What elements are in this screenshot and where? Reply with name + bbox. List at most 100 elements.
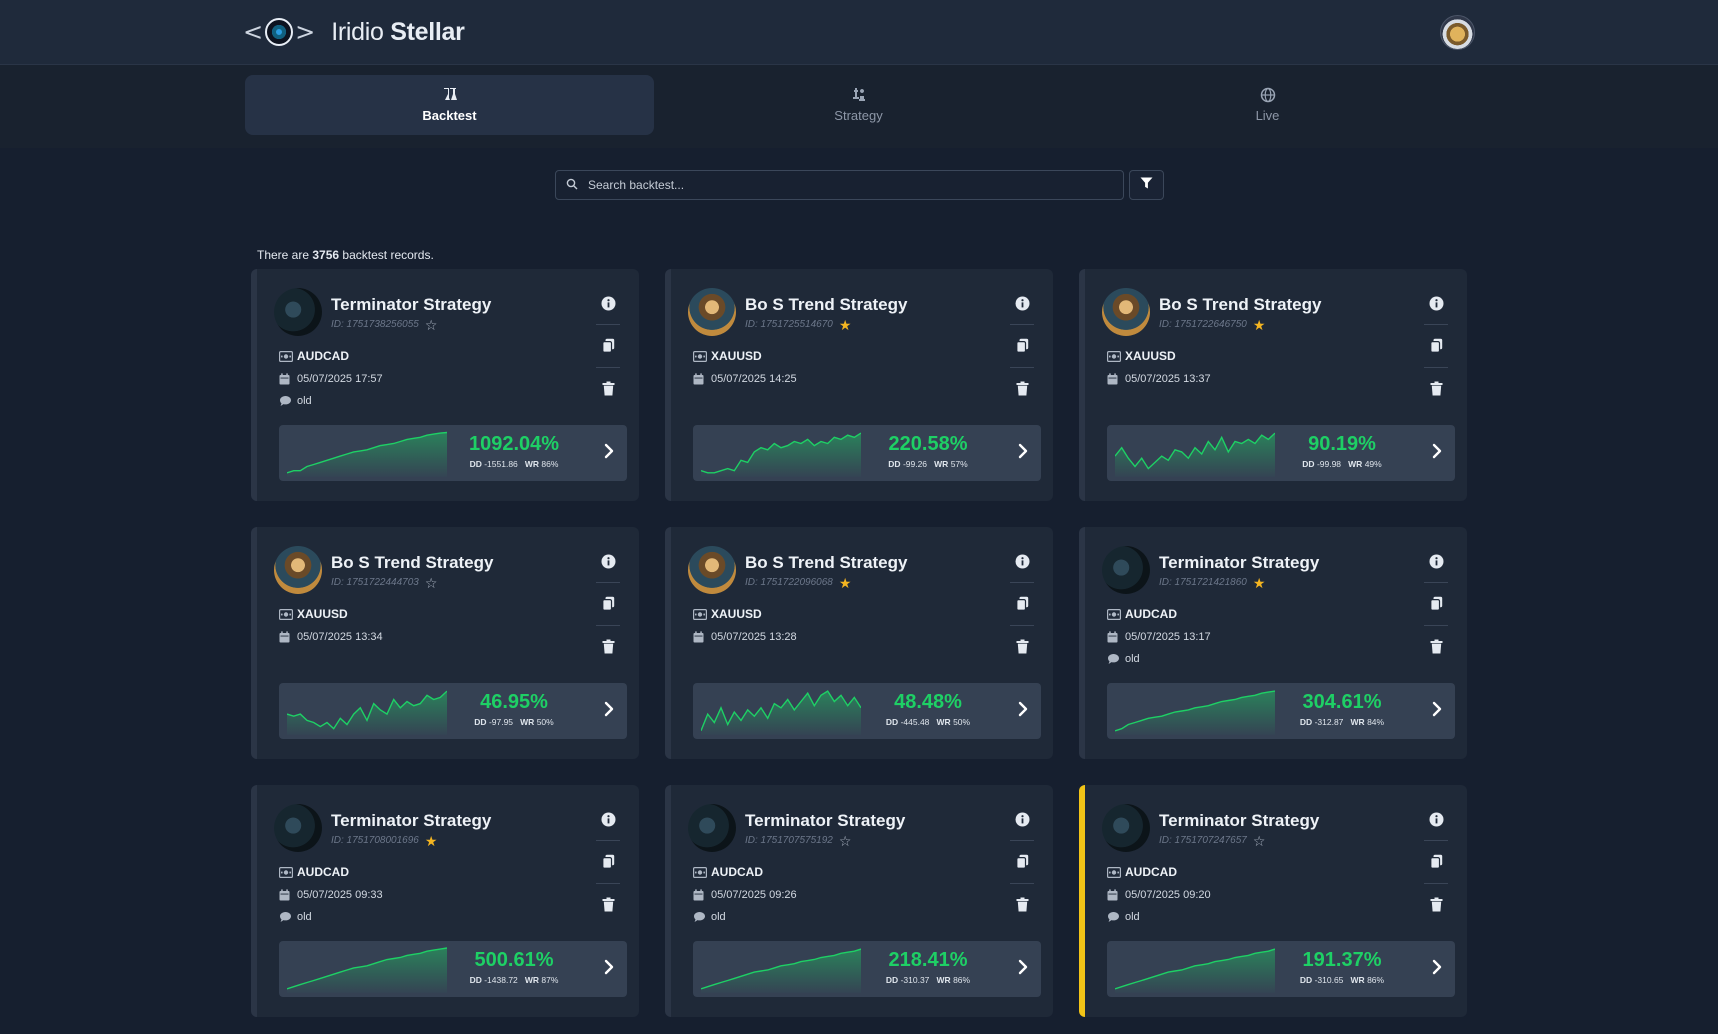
performance-panel[interactable]: 90.19% DD -99.98 WR 49%	[1107, 425, 1455, 481]
performance-panel[interactable]: 500.61% DD -1438.72 WR 87%	[279, 941, 627, 997]
delete-button[interactable]	[1422, 377, 1450, 405]
info-button[interactable]	[1422, 292, 1450, 320]
performance-panel[interactable]: 1092.04% DD -1551.86 WR 86%	[279, 425, 627, 481]
delete-button[interactable]	[1422, 635, 1450, 663]
chess-icon	[654, 87, 1063, 103]
copy-button[interactable]	[1422, 850, 1450, 878]
open-details-button[interactable]	[1011, 957, 1035, 981]
symbol-label: AUDCAD	[711, 865, 763, 879]
backtest-card[interactable]: Terminator Strategy ID: 1751738256055 ☆ …	[251, 269, 639, 501]
info-button[interactable]	[594, 550, 622, 578]
open-details-button[interactable]	[1011, 699, 1035, 723]
winrate-value: 49%	[1364, 459, 1382, 469]
calendar-icon	[279, 373, 297, 385]
backtest-card[interactable]: Terminator Strategy ID: 1751707247657 ☆ …	[1079, 785, 1467, 1017]
info-button[interactable]	[1008, 550, 1036, 578]
performance-stats: DD -310.37 WR 86%	[885, 975, 971, 985]
calendar-icon	[1107, 373, 1125, 385]
date-label: 05/07/2025 13:34	[297, 631, 383, 643]
winrate-value: 50%	[953, 717, 971, 727]
date-row: 05/07/2025 13:37	[1107, 373, 1211, 385]
tab-live-label: Live	[1255, 108, 1280, 123]
copy-button[interactable]	[594, 592, 622, 620]
delete-button[interactable]	[1008, 893, 1036, 921]
copy-button[interactable]	[1422, 334, 1450, 362]
return-percent: 500.61%	[474, 949, 554, 971]
open-details-button[interactable]	[1425, 957, 1449, 981]
delete-button[interactable]	[594, 635, 622, 663]
divider	[596, 367, 620, 368]
star-filled-icon[interactable]: ★	[1252, 316, 1266, 333]
delete-button[interactable]	[1008, 377, 1036, 405]
backtest-card[interactable]: Bo S Trend Strategy ID: 1751722646750 ★ …	[1079, 269, 1467, 501]
delete-button[interactable]	[1422, 893, 1450, 921]
copy-button[interactable]	[1008, 850, 1036, 878]
symbol-row: XAUUSD	[693, 349, 762, 363]
divider	[1424, 883, 1448, 884]
note-label: old	[711, 911, 726, 923]
performance-panel[interactable]: 46.95% DD -97.95 WR 50%	[279, 683, 627, 739]
star-filled-icon[interactable]: ★	[424, 832, 438, 849]
filter-icon	[1140, 176, 1153, 194]
performance-panel[interactable]: 304.61% DD -312.87 WR 84%	[1107, 683, 1455, 739]
open-details-button[interactable]	[1011, 441, 1035, 465]
performance-panel[interactable]: 48.48% DD -445.48 WR 50%	[693, 683, 1041, 739]
tab-strategy[interactable]: Strategy	[654, 75, 1063, 135]
backtest-id: ID: 1751721421860	[1159, 577, 1247, 588]
copy-button[interactable]	[1422, 592, 1450, 620]
open-details-button[interactable]	[1425, 441, 1449, 465]
date-row: 05/07/2025 09:33	[279, 889, 383, 901]
open-details-button[interactable]	[1425, 699, 1449, 723]
tab-live[interactable]: Live	[1063, 75, 1472, 135]
delete-button[interactable]	[594, 893, 622, 921]
strategy-avatar	[688, 804, 736, 852]
app-logo[interactable]: < > Iridio Stellar	[243, 14, 465, 50]
performance-panel[interactable]: 220.58% DD -99.26 WR 57%	[693, 425, 1041, 481]
sparkline-line	[1115, 432, 1275, 470]
trash-icon	[1016, 381, 1029, 401]
copy-button[interactable]	[1008, 334, 1036, 362]
backtest-card[interactable]: Terminator Strategy ID: 1751721421860 ★ …	[1079, 527, 1467, 759]
star-filled-icon[interactable]: ★	[838, 574, 852, 591]
performance-panel[interactable]: 218.41% DD -310.37 WR 86%	[693, 941, 1041, 997]
star-filled-icon[interactable]: ★	[1252, 574, 1266, 591]
info-button[interactable]	[594, 808, 622, 836]
backtest-id: ID: 1751738256055	[331, 319, 419, 330]
open-details-button[interactable]	[597, 699, 621, 723]
delete-button[interactable]	[1008, 635, 1036, 663]
filter-button[interactable]	[1129, 170, 1164, 200]
symbol-row: XAUUSD	[1107, 349, 1176, 363]
info-button[interactable]	[1422, 808, 1450, 836]
copy-button[interactable]	[594, 334, 622, 362]
return-percent: 220.58%	[888, 433, 968, 455]
delete-button[interactable]	[594, 377, 622, 405]
backtest-card[interactable]: Terminator Strategy ID: 1751707575192 ☆ …	[665, 785, 1053, 1017]
star-outline-icon[interactable]: ☆	[1252, 832, 1266, 849]
star-outline-icon[interactable]: ☆	[424, 316, 438, 333]
backtest-card[interactable]: Bo S Trend Strategy ID: 1751722096068 ★ …	[665, 527, 1053, 759]
backtest-card[interactable]: Bo S Trend Strategy ID: 1751722444703 ☆ …	[251, 527, 639, 759]
backtest-card[interactable]: Terminator Strategy ID: 1751708001696 ★ …	[251, 785, 639, 1017]
open-details-button[interactable]	[597, 957, 621, 981]
user-avatar[interactable]	[1440, 15, 1475, 50]
tab-backtest[interactable]: Backtest	[245, 75, 654, 135]
star-outline-icon[interactable]: ☆	[424, 574, 438, 591]
star-outline-icon[interactable]: ☆	[838, 832, 852, 849]
search-input[interactable]	[586, 171, 1110, 199]
performance-panel[interactable]: 191.37% DD -310.65 WR 86%	[1107, 941, 1455, 997]
symbol-label: XAUUSD	[711, 349, 762, 363]
symbol-row: AUDCAD	[279, 349, 349, 363]
open-details-button[interactable]	[597, 441, 621, 465]
winrate-value: 86%	[1367, 975, 1385, 985]
date-row: 05/07/2025 14:25	[693, 373, 797, 385]
strategy-title: Terminator Strategy	[331, 811, 492, 830]
info-button[interactable]	[1008, 292, 1036, 320]
copy-button[interactable]	[1008, 592, 1036, 620]
info-button[interactable]	[1422, 550, 1450, 578]
info-button[interactable]	[594, 292, 622, 320]
copy-button[interactable]	[594, 850, 622, 878]
globe-icon	[1063, 87, 1472, 103]
info-button[interactable]	[1008, 808, 1036, 836]
star-filled-icon[interactable]: ★	[838, 316, 852, 333]
backtest-card[interactable]: Bo S Trend Strategy ID: 1751725514670 ★ …	[665, 269, 1053, 501]
